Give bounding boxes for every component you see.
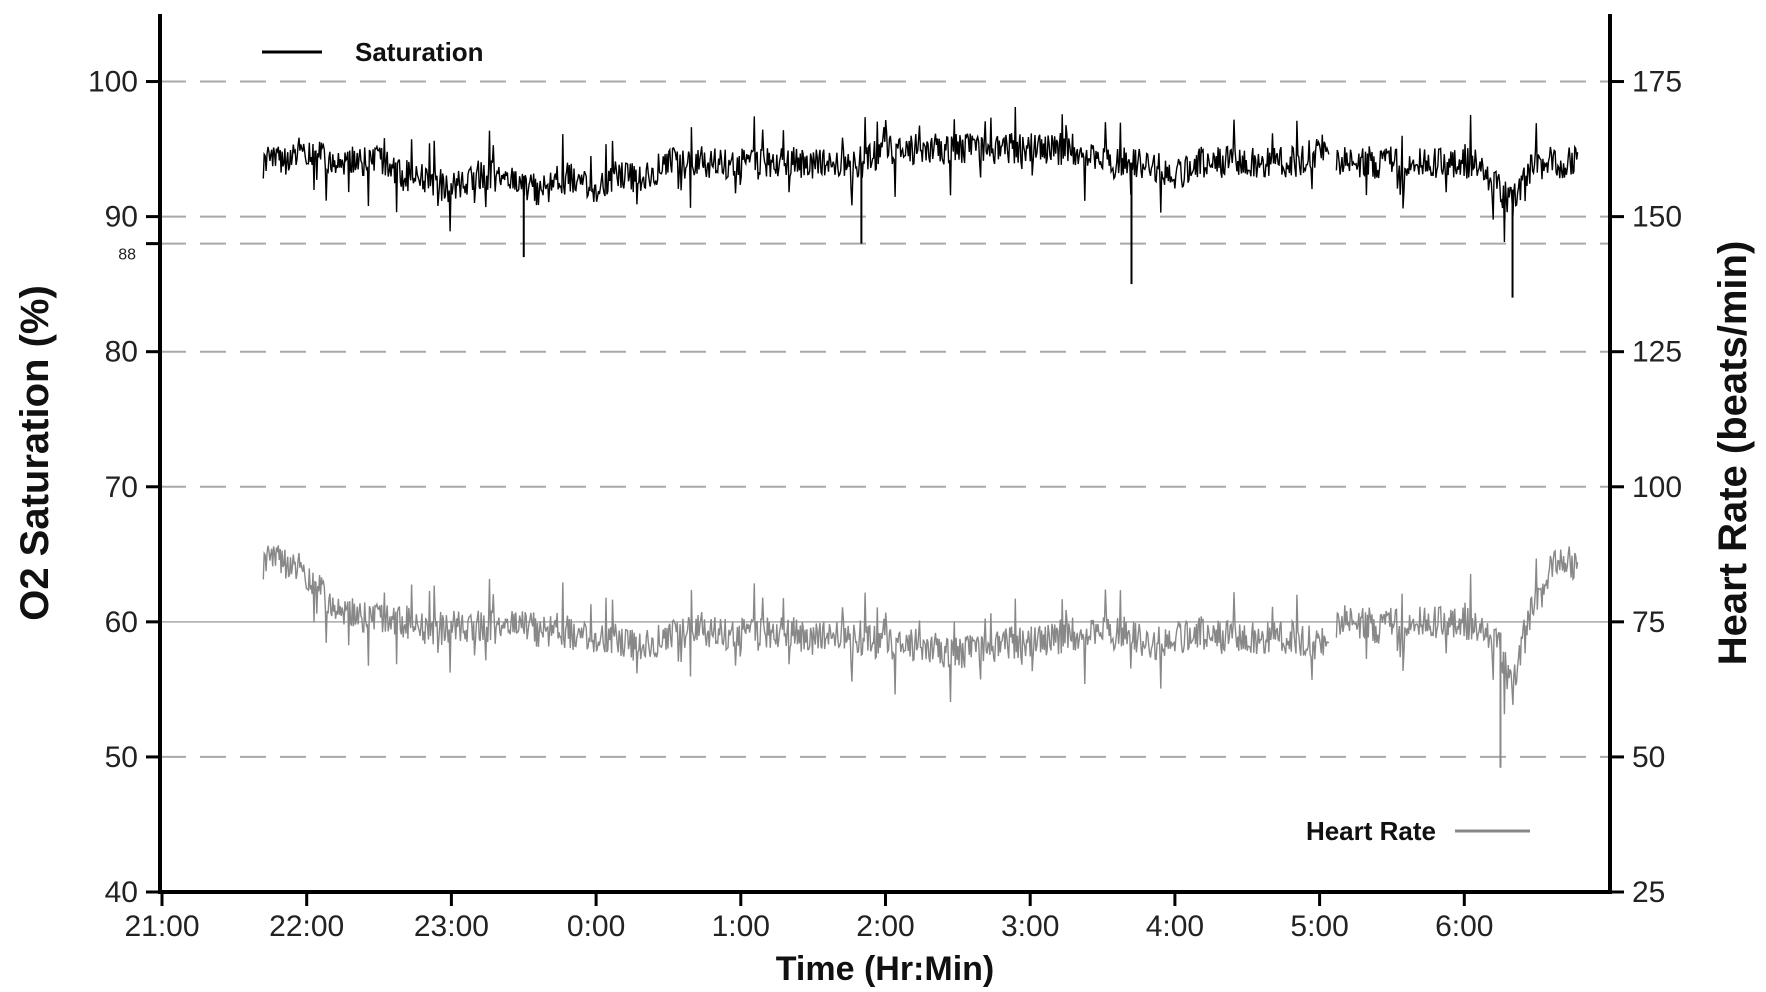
right-tick-label: 150 — [1632, 201, 1682, 234]
right-tick-label: 125 — [1632, 336, 1682, 369]
right-tick-label: 50 — [1632, 741, 1665, 774]
series-saturation — [262, 106, 1579, 298]
series-line-heart-rate — [262, 545, 1579, 715]
x-tick-label: 6:00 — [1435, 910, 1493, 943]
legend-heart-rate-label: Heart Rate — [1306, 816, 1436, 846]
x-tick-label: 1:00 — [712, 910, 770, 943]
x-axis-title: Time (Hr:Min) — [776, 950, 994, 988]
left-tick-label: 100 — [88, 66, 138, 99]
left-tick-label: 90 — [105, 201, 138, 234]
left-axis-ticks: 40 50 60 70 80 90 100 88 — [88, 66, 160, 909]
left-tick-label: 40 — [105, 876, 138, 909]
left-tick-label: 50 — [105, 741, 138, 774]
left-tick-label-88: 88 — [118, 247, 136, 264]
right-axis-ticks: 25 50 75 100 125 150 175 — [1610, 66, 1682, 909]
series-line-saturation — [262, 106, 1579, 243]
x-tick-label: 23:00 — [414, 910, 489, 943]
gridlines — [160, 80, 1610, 758]
left-axis-title: O2 Saturation (%) — [13, 285, 57, 621]
left-tick-label: 70 — [105, 471, 138, 504]
legend-saturation-label: Saturation — [355, 37, 484, 67]
x-tick-label: 3:00 — [1001, 910, 1059, 943]
right-tick-label: 75 — [1632, 606, 1665, 639]
x-tick-label: 4:00 — [1146, 910, 1204, 943]
left-tick-label: 80 — [105, 336, 138, 369]
right-tick-label: 25 — [1632, 876, 1665, 909]
x-tick-label: 21:00 — [124, 910, 199, 943]
x-tick-label: 2:00 — [856, 910, 914, 943]
left-tick-label: 60 — [105, 606, 138, 639]
x-axis-ticks: 21:00 22:00 23:00 0:00 1:00 2:00 3:00 4:00 5:00 6… — [124, 892, 1493, 943]
x-tick-label: 0:00 — [567, 910, 625, 943]
series-heart-rate — [262, 545, 1579, 768]
right-tick-label: 100 — [1632, 471, 1682, 504]
right-axis-title: Heart Rate (beats/min) — [1711, 241, 1755, 666]
x-tick-label: 5:00 — [1290, 910, 1348, 943]
x-tick-label: 22:00 — [269, 910, 344, 943]
legend-heart-rate: Heart Rate — [1306, 816, 1530, 846]
legend-saturation: Saturation — [262, 37, 484, 67]
right-tick-label: 175 — [1632, 66, 1682, 99]
